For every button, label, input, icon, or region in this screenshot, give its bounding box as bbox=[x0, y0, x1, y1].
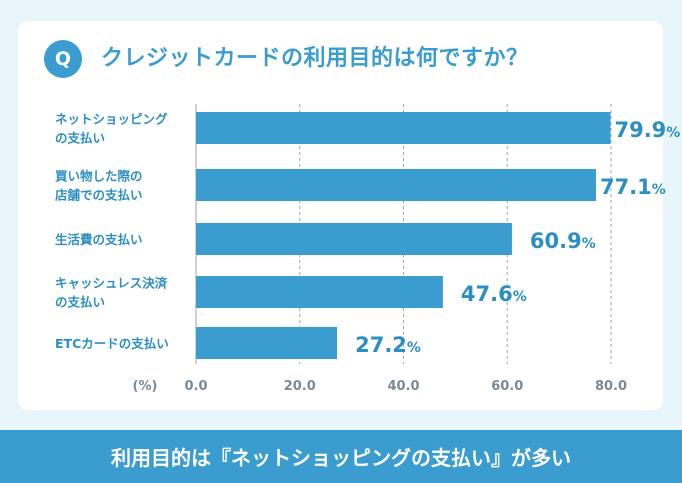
value-percent: % bbox=[652, 182, 666, 198]
bar bbox=[196, 169, 596, 201]
category-label: 生活費の支払い bbox=[55, 232, 143, 247]
value-number: 47.6 bbox=[461, 282, 513, 306]
x-tick-label: 60.0 bbox=[491, 379, 523, 394]
value-number: 27.2 bbox=[355, 333, 407, 357]
x-tick-label: 40.0 bbox=[387, 379, 419, 394]
bar bbox=[196, 112, 611, 144]
footer-banner: 利用目的は『ネットショッピングの支払い』が多い bbox=[0, 430, 682, 483]
value-percent: % bbox=[582, 236, 596, 252]
category-label: の支払い bbox=[55, 131, 105, 146]
value-label: 77.1% bbox=[600, 175, 666, 199]
category-label: ネットショッピング bbox=[55, 112, 168, 127]
value-number: 79.9 bbox=[614, 118, 666, 142]
value-percent: % bbox=[513, 289, 527, 305]
category-label: 店舗での支払い bbox=[55, 188, 143, 203]
bar bbox=[196, 327, 338, 359]
value-label: 27.2% bbox=[355, 333, 421, 357]
footer-text: 利用目的は『ネットショッピングの支払い』が多い bbox=[111, 446, 571, 470]
bar-chart: 0.0 20.0 40.0 60.0 80.0 (%) ネットショッピングの支払い 79.9%… bbox=[55, 104, 680, 394]
question-badge: Q bbox=[44, 40, 82, 78]
value-label: 79.9% bbox=[614, 118, 680, 142]
bar bbox=[196, 223, 512, 255]
value-number: 60.9 bbox=[530, 229, 582, 253]
value-number: 77.1 bbox=[600, 175, 652, 199]
x-unit-label: (%) bbox=[133, 379, 158, 394]
x-tick-label: 80.0 bbox=[595, 379, 627, 394]
x-tick-label: 0.0 bbox=[184, 379, 207, 394]
bar bbox=[196, 276, 443, 308]
category-label: キャッシュレス決済 bbox=[55, 276, 168, 291]
value-percent: % bbox=[407, 340, 421, 356]
value-label: 60.9% bbox=[530, 229, 596, 253]
value-label: 47.6% bbox=[461, 282, 527, 306]
question-title: クレジットカードの利用目的は何ですか？ bbox=[101, 46, 529, 71]
value-percent: % bbox=[666, 125, 680, 141]
category-label: ETCカードの支払い bbox=[55, 336, 169, 351]
category-label: 買い物した際の bbox=[55, 169, 143, 184]
category-label: の支払い bbox=[55, 295, 105, 310]
chart-card bbox=[18, 21, 663, 410]
x-tick-label: 20.0 bbox=[284, 379, 316, 394]
